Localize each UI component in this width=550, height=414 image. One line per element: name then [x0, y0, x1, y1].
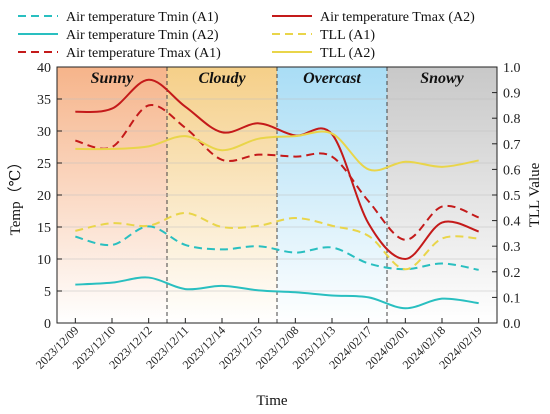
- legend-label-air-temperature-tmax-a1: Air temperature Tmax (A1): [66, 46, 221, 61]
- y-tick-label-right: 0.1: [503, 291, 521, 306]
- y-tick-label-left: 30: [37, 125, 51, 140]
- y-tick-label-right: 0.2: [503, 266, 521, 281]
- region-label-snowy: Snowy: [420, 70, 464, 87]
- y-tick-label-right: 0.4: [503, 215, 521, 230]
- y-tick-label-right: 0.0: [503, 317, 521, 332]
- y-tick-label-right: 0.8: [503, 112, 521, 127]
- legend-label-tll-a2: TLL (A2): [320, 46, 375, 61]
- legend-label-air-temperature-tmin-a1: Air temperature Tmin (A1): [66, 10, 219, 25]
- y-tick-label-right: 0.7: [503, 138, 521, 153]
- region-label-cloudy: Cloudy: [198, 70, 246, 87]
- series-line-tll-a2: [75, 130, 479, 172]
- series-line-tll-a1: [75, 211, 479, 271]
- series-line-air-temperature-tmin-a1: [75, 225, 479, 271]
- y-tick-label-left: 0: [44, 317, 51, 332]
- y-tick-label-left: 10: [37, 253, 51, 268]
- x-axis-label: Time: [256, 393, 287, 409]
- legend-label-air-temperature-tmax-a2: Air temperature Tmax (A2): [320, 10, 475, 25]
- region-label-overcast: Overcast: [303, 70, 361, 87]
- y-tick-label-right: 0.6: [503, 163, 521, 178]
- series-line-air-temperature-tmax-a2: [75, 78, 479, 261]
- y-axis-label-left: Temp（℃）: [7, 155, 24, 236]
- legend-label-air-temperature-tmin-a2: Air temperature Tmin (A2): [66, 28, 219, 43]
- y-tick-label-left: 25: [37, 157, 51, 172]
- y-tick-label-left: 5: [44, 285, 51, 300]
- legend: Air temperature Tmin (A1) Air temperature…: [18, 10, 475, 61]
- y-tick-label-right: 0.3: [503, 240, 521, 255]
- y-tick-label-right: 1.0: [503, 61, 521, 76]
- y-tick-label-right: 0.9: [503, 87, 521, 102]
- y-tick-label-left: 40: [37, 61, 51, 76]
- y-axis-label-right: TLL Value: [527, 162, 543, 227]
- y-tick-label-left: 20: [37, 189, 51, 204]
- series-line-air-temperature-tmin-a2: [75, 276, 479, 310]
- legend-label-tll-a1: TLL (A1): [320, 28, 375, 43]
- region-label-sunny: Sunny: [91, 70, 135, 87]
- series-lines: [75, 78, 480, 310]
- y-tick-label-right: 0.5: [503, 189, 521, 204]
- gridlines: [57, 98, 497, 292]
- y-tick-label-left: 35: [37, 93, 51, 108]
- y-tick-label-left: 15: [37, 221, 51, 236]
